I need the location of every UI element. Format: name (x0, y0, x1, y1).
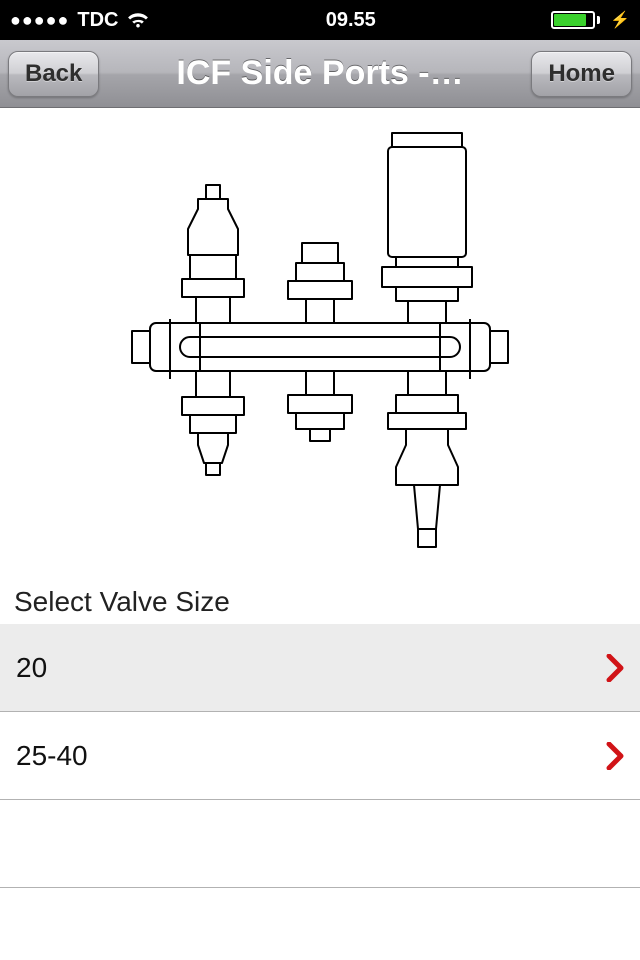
valve-size-list: 20 25-40 (0, 624, 640, 888)
charging-icon: ⚡ (610, 10, 630, 30)
status-right: ⚡ (551, 10, 630, 30)
list-item[interactable]: 25-40 (0, 712, 640, 800)
carrier-label: TDC (77, 9, 118, 32)
nav-bar: Back ICF Side Ports -… Home (0, 40, 640, 108)
battery-icon (551, 11, 600, 29)
section-header: Select Valve Size (0, 578, 640, 624)
chevron-right-icon (606, 742, 624, 770)
status-time: 09.55 (326, 9, 376, 32)
product-diagram (0, 108, 640, 578)
list-item-label: 20 (16, 652, 47, 684)
list-item-label: 25-40 (16, 740, 88, 772)
signal-strength-icon: ●●●●● (10, 10, 69, 31)
chevron-right-icon (606, 654, 624, 682)
list-item[interactable]: 20 (0, 624, 640, 712)
status-left: ●●●●● TDC (10, 9, 150, 32)
list-item-empty (0, 800, 640, 888)
wifi-icon (126, 11, 150, 29)
home-button[interactable]: Home (531, 51, 632, 97)
back-button[interactable]: Back (8, 51, 99, 97)
status-bar: ●●●●● TDC 09.55 ⚡ (0, 0, 640, 40)
